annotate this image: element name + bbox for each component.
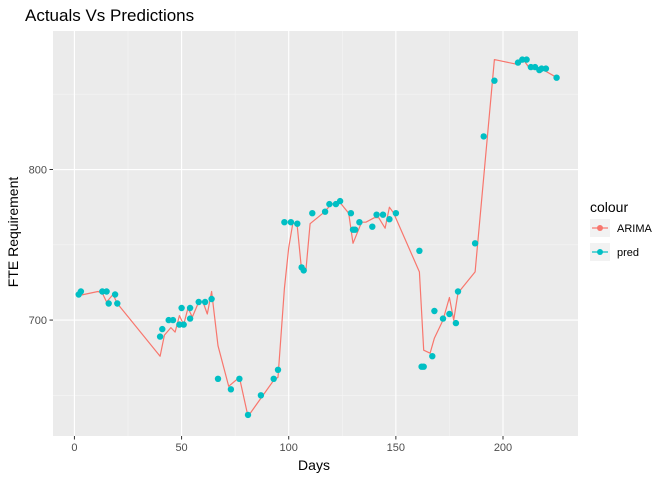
data-point-pred xyxy=(227,386,235,393)
data-point-pred xyxy=(471,240,479,247)
legend-key-point xyxy=(597,249,603,255)
data-point-pred xyxy=(180,321,187,328)
data-point-pred xyxy=(257,392,265,399)
data-point-pred xyxy=(379,211,387,218)
data-point-pred xyxy=(244,411,252,419)
data-point-pred xyxy=(523,56,530,63)
data-point-pred xyxy=(77,288,85,295)
data-point-pred xyxy=(195,298,202,306)
data-point-pred xyxy=(326,200,333,208)
data-point-pred xyxy=(386,216,393,223)
data-point-pred xyxy=(553,74,560,81)
legend-key-point xyxy=(597,225,603,231)
legend-label: ARIMA xyxy=(617,223,653,235)
data-point-pred xyxy=(452,319,460,327)
data-point-pred xyxy=(169,316,177,324)
data-point-pred xyxy=(156,333,164,340)
data-point-pred xyxy=(491,77,498,84)
data-point-pred xyxy=(178,304,185,312)
data-point-pred xyxy=(431,307,438,315)
data-point-pred xyxy=(103,288,110,295)
data-point-pred xyxy=(287,219,295,226)
data-point-pred xyxy=(356,219,363,226)
data-point-pred xyxy=(281,219,288,226)
x-tick-label: 50 xyxy=(175,442,187,454)
data-point-pred xyxy=(392,210,400,217)
legend-item-pred: pred xyxy=(590,243,639,261)
data-point-pred xyxy=(208,295,215,303)
axes: 0 50 100 150 200 700 800 xyxy=(29,165,513,454)
data-point-pred xyxy=(542,65,550,72)
data-point-pred xyxy=(159,325,166,333)
data-point-pred xyxy=(439,315,447,322)
x-tick-label: 100 xyxy=(280,442,298,454)
data-point-pred xyxy=(214,375,222,382)
data-point-pred xyxy=(321,208,329,215)
data-point-pred xyxy=(446,310,453,318)
series-layer xyxy=(75,56,560,419)
x-tick-label: 200 xyxy=(494,442,512,454)
legend-title: colour xyxy=(590,199,628,215)
data-point-pred xyxy=(429,353,436,360)
data-point-pred xyxy=(454,288,462,295)
data-point-pred xyxy=(420,363,427,370)
data-point-pred xyxy=(416,247,423,254)
series-line-arima xyxy=(76,58,555,417)
legend: colour ARIMA pred xyxy=(590,199,653,261)
grid-lines xyxy=(53,31,578,436)
data-point-pred xyxy=(105,300,112,307)
data-point-pred xyxy=(336,197,344,205)
legend-label: pred xyxy=(617,247,639,259)
data-point-pred xyxy=(480,133,487,140)
data-point-pred xyxy=(369,223,376,230)
data-point-pred xyxy=(351,226,359,233)
data-point-pred xyxy=(300,267,307,274)
data-point-pred xyxy=(236,375,243,382)
data-point-pred xyxy=(114,300,121,307)
y-tick-label: 700 xyxy=(29,315,47,327)
data-point-pred xyxy=(111,291,119,298)
data-point-pred xyxy=(274,366,282,373)
plot-panel xyxy=(53,31,578,436)
data-point-pred xyxy=(186,315,194,322)
data-point-pred xyxy=(186,304,194,312)
data-point-pred xyxy=(309,210,316,217)
data-point-pred xyxy=(294,220,301,227)
x-tick-label: 150 xyxy=(387,442,405,454)
data-point-pred xyxy=(270,375,277,382)
y-axis-title: FTE Requirement xyxy=(5,177,21,288)
legend-item-arima: ARIMA xyxy=(590,219,653,237)
chart-title: Actuals Vs Predictions xyxy=(25,6,194,25)
data-point-pred xyxy=(373,211,380,218)
x-tick-label: 0 xyxy=(71,442,77,454)
data-point-pred xyxy=(201,298,209,306)
y-tick-label: 800 xyxy=(29,165,47,177)
x-axis-title: Days xyxy=(298,457,330,473)
data-point-pred xyxy=(347,210,355,217)
